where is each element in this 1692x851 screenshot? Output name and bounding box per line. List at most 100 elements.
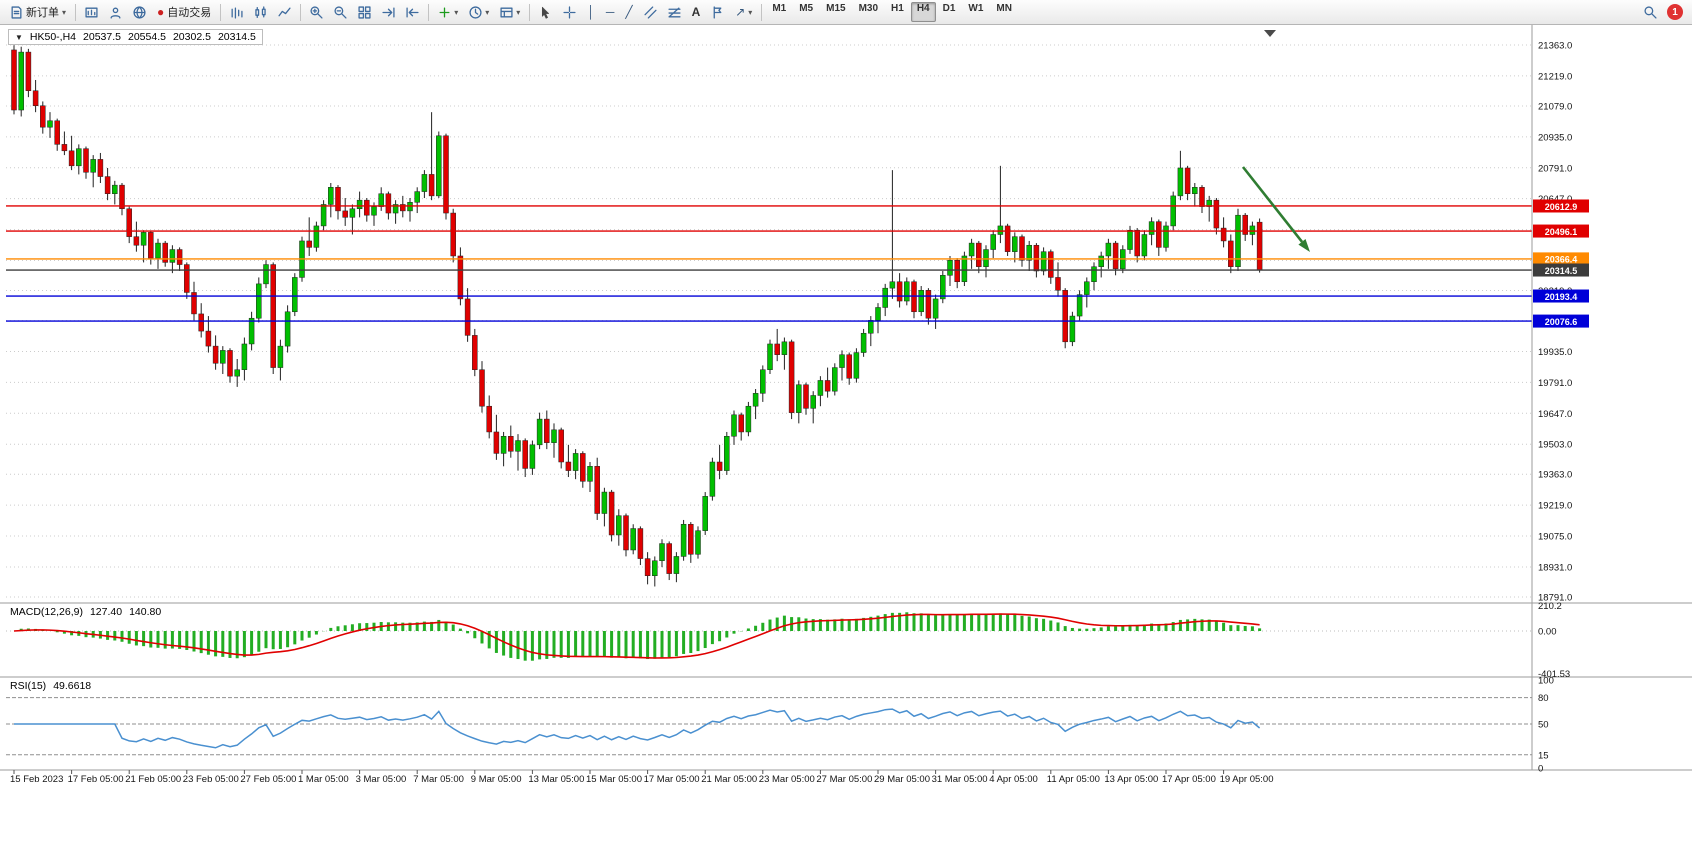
svg-text:0.00: 0.00 bbox=[1538, 626, 1557, 637]
svg-text:3 Mar 05:00: 3 Mar 05:00 bbox=[356, 774, 407, 785]
shapes-tool-button[interactable]: ↗ ▾ bbox=[730, 2, 757, 23]
new-chart-icon bbox=[85, 6, 98, 19]
bar-chart-icon bbox=[230, 6, 243, 19]
chevron-down-icon: ▾ bbox=[516, 7, 521, 17]
svg-text:20791.0: 20791.0 bbox=[1538, 163, 1572, 174]
clock-icon bbox=[469, 5, 482, 19]
search-button[interactable] bbox=[1639, 2, 1662, 23]
tile-windows-button[interactable] bbox=[353, 2, 376, 23]
svg-text:19363.0: 19363.0 bbox=[1538, 470, 1572, 481]
rsi-value: 49.6618 bbox=[53, 680, 92, 692]
fibonacci-tool-button[interactable] bbox=[663, 2, 686, 23]
templates-button[interactable]: ▾ bbox=[495, 2, 525, 23]
svg-text:18931.0: 18931.0 bbox=[1538, 562, 1572, 573]
svg-text:20366.4: 20366.4 bbox=[1545, 255, 1578, 265]
chart-window: 21363.021219.021079.020935.020791.020647… bbox=[0, 25, 1692, 851]
community-button[interactable] bbox=[128, 2, 151, 23]
timeframe-button-m30[interactable]: M30 bbox=[858, 3, 879, 14]
profile-button[interactable] bbox=[104, 2, 127, 23]
template-icon bbox=[500, 6, 513, 19]
cursor-tool-button[interactable] bbox=[534, 2, 557, 23]
svg-text:4 Apr 05:00: 4 Apr 05:00 bbox=[989, 774, 1038, 785]
timeframe-button-w1[interactable]: W1 bbox=[968, 3, 984, 14]
auto-trading-label: 自动交易 bbox=[167, 7, 212, 19]
new-chart-button[interactable] bbox=[80, 2, 103, 23]
svg-text:19647.0: 19647.0 bbox=[1538, 409, 1572, 420]
svg-text:100: 100 bbox=[1538, 676, 1554, 687]
svg-text:-401.53: -401.53 bbox=[1538, 669, 1570, 680]
search-icon bbox=[1644, 5, 1657, 19]
chart-canvas[interactable]: 21363.021219.021079.020935.020791.020647… bbox=[0, 25, 1692, 851]
macd-value-main: 127.40 bbox=[89, 606, 123, 618]
new-order-button[interactable]: 新订单 ▾ bbox=[5, 2, 71, 23]
vertical-line-tool-button[interactable]: │ bbox=[582, 2, 600, 23]
line-chart-icon bbox=[278, 6, 291, 19]
timeframe-button-mn[interactable]: MN bbox=[996, 3, 1012, 14]
macd-value-signal: 140.80 bbox=[129, 606, 162, 618]
horizontal-line-tool-button[interactable]: ─ bbox=[601, 2, 620, 23]
svg-text:27 Feb 05:00: 27 Feb 05:00 bbox=[240, 774, 296, 785]
timeframe-button-d1[interactable]: D1 bbox=[942, 3, 956, 14]
svg-text:21219.0: 21219.0 bbox=[1538, 71, 1572, 82]
timeframe-button-h4[interactable]: H4 bbox=[910, 2, 936, 22]
candlestick-chart-icon bbox=[254, 5, 267, 19]
tile-windows-icon bbox=[358, 5, 371, 19]
price-line-badge bbox=[1533, 252, 1589, 266]
macd-name: MACD(12,26,9) bbox=[10, 606, 83, 618]
toolbar-separator bbox=[300, 3, 302, 21]
chart-shift-icon bbox=[406, 6, 419, 19]
notification-badge[interactable]: 1 bbox=[1667, 4, 1683, 20]
pane-separators bbox=[0, 25, 1692, 771]
auto-scroll-button[interactable] bbox=[377, 2, 400, 23]
trendline-icon: ╱ bbox=[625, 5, 633, 19]
chevron-down-icon: ▾ bbox=[485, 7, 490, 17]
svg-text:19075.0: 19075.0 bbox=[1538, 532, 1572, 543]
svg-text:13 Apr 05:00: 13 Apr 05:00 bbox=[1104, 774, 1158, 785]
line-chart-button[interactable] bbox=[273, 2, 296, 23]
svg-text:29 Mar 05:00: 29 Mar 05:00 bbox=[874, 774, 930, 785]
toolbar-separator bbox=[220, 3, 222, 21]
candlestick-chart-button[interactable] bbox=[249, 2, 272, 23]
ohlc-close: 20314.5 bbox=[217, 31, 256, 43]
zoom-in-button[interactable] bbox=[305, 2, 328, 23]
cursor-icon bbox=[539, 6, 552, 19]
svg-text:13 Mar 05:00: 13 Mar 05:00 bbox=[528, 774, 584, 785]
timeframe-button-m5[interactable]: M5 bbox=[799, 3, 814, 14]
timeframe-button-h1[interactable]: H1 bbox=[891, 3, 904, 14]
svg-text:1 Mar 05:00: 1 Mar 05:00 bbox=[298, 774, 349, 785]
candlesticks bbox=[11, 45, 1263, 587]
svg-text:31 Mar 05:00: 31 Mar 05:00 bbox=[932, 774, 988, 785]
channel-icon bbox=[643, 5, 657, 19]
indicators-button[interactable]: ▾ bbox=[433, 2, 463, 23]
svg-text:0: 0 bbox=[1538, 764, 1543, 775]
zoom-out-button[interactable] bbox=[329, 2, 352, 23]
one-click-trading-toggle-icon[interactable]: ▼ bbox=[15, 32, 23, 42]
svg-text:50: 50 bbox=[1538, 720, 1549, 731]
macd-pane: 210.2 0.00 -401.53 bbox=[6, 601, 1570, 680]
chart-shift-marker bbox=[1264, 30, 1276, 37]
timeframe-button-m15[interactable]: M15 bbox=[826, 3, 846, 14]
text-tool-button[interactable]: A bbox=[687, 2, 706, 23]
svg-text:21 Mar 05:00: 21 Mar 05:00 bbox=[701, 774, 757, 785]
main-toolbar: 新订单 ▾ ● 自动交易 ▾ ▾ bbox=[0, 0, 1692, 25]
timeframe-button-m1[interactable]: M1 bbox=[772, 3, 787, 14]
trendline-tool-button[interactable]: ╱ bbox=[620, 2, 637, 23]
macd-indicator-label: MACD(12,26,9) 127.40 140.80 bbox=[10, 606, 161, 618]
auto-trading-button[interactable]: ● 自动交易 bbox=[152, 2, 216, 23]
bar-chart-button[interactable] bbox=[225, 2, 248, 23]
toolbar-separator bbox=[428, 3, 430, 21]
chevron-down-icon: ▾ bbox=[62, 7, 67, 17]
svg-text:80: 80 bbox=[1538, 693, 1549, 704]
svg-text:19 Apr 05:00: 19 Apr 05:00 bbox=[1220, 774, 1274, 785]
svg-text:19935.0: 19935.0 bbox=[1538, 347, 1572, 358]
new-order-label: 新订单 bbox=[26, 7, 59, 19]
periods-button[interactable]: ▾ bbox=[464, 2, 494, 23]
chart-shift-button[interactable] bbox=[401, 2, 424, 23]
price-line-badge bbox=[1533, 224, 1589, 238]
svg-text:21363.0: 21363.0 bbox=[1538, 41, 1572, 52]
svg-text:15 Feb 2023: 15 Feb 2023 bbox=[10, 774, 63, 785]
channel-tool-button[interactable] bbox=[639, 2, 662, 23]
crosshair-tool-button[interactable] bbox=[558, 2, 581, 23]
label-tool-button[interactable] bbox=[706, 2, 729, 23]
